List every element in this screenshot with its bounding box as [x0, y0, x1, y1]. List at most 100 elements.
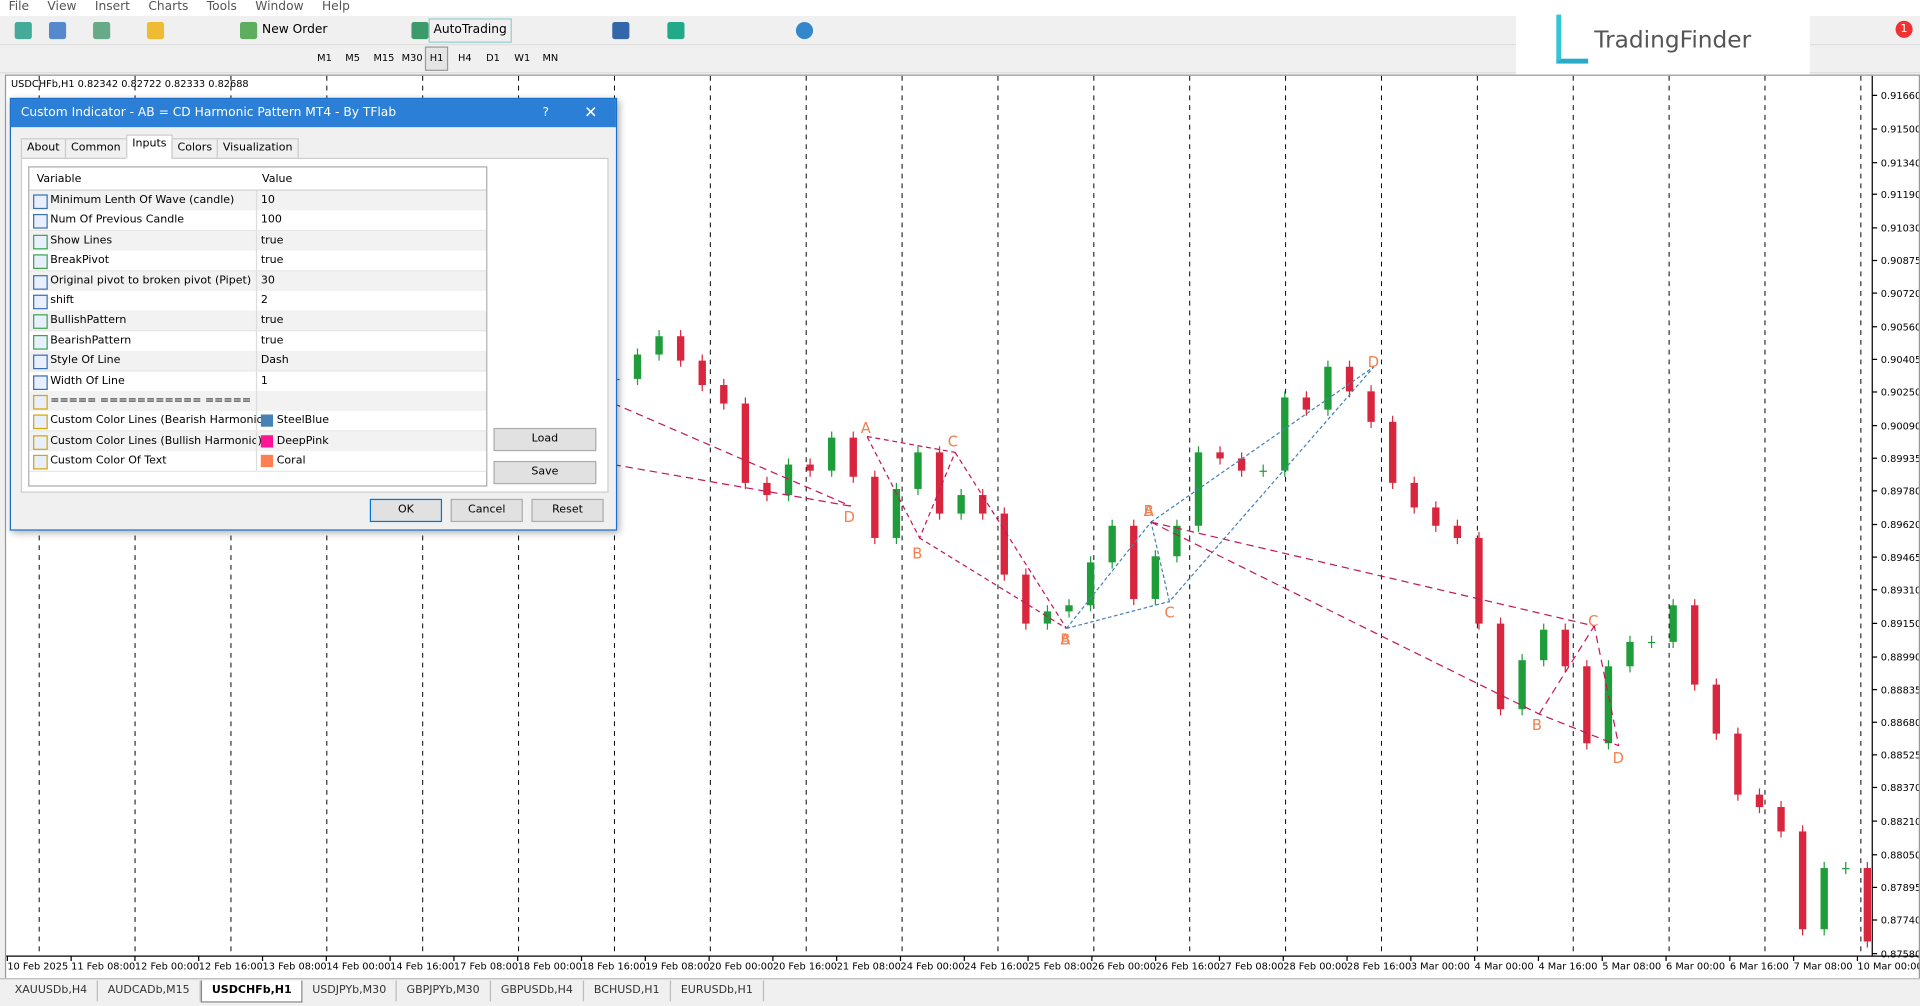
variable-name: BearishPattern: [50, 334, 132, 347]
toolbar-icon[interactable]: [667, 22, 685, 40]
input-row[interactable]: Width Of Line 1: [29, 371, 487, 392]
timeframe-button[interactable]: H4: [457, 52, 472, 64]
variable-name: BullishPattern: [50, 314, 127, 327]
timeframe-button[interactable]: H1: [424, 46, 449, 71]
dialog-title-bar: Custom Indicator - AB = CD Harmonic Patt…: [11, 99, 616, 128]
toolbar-icon[interactable]: [48, 22, 67, 40]
toolbar-icon[interactable]: [795, 22, 814, 40]
input-row[interactable]: BearishPattern true: [29, 331, 487, 352]
load-button[interactable]: Load: [493, 427, 597, 452]
candle-body: [1561, 629, 1569, 667]
time-label: 21 Feb 08:00: [837, 962, 901, 973]
timeframe-button[interactable]: M1: [317, 52, 332, 64]
menu-item[interactable]: Help: [321, 0, 350, 14]
variable-value: true: [260, 254, 284, 267]
symbol-tab[interactable]: BCHUSD,H1: [584, 980, 671, 1002]
input-row[interactable]: Show Lines true: [29, 230, 487, 252]
timeframe-button[interactable]: M30: [401, 52, 423, 64]
variable-value: true: [260, 314, 284, 327]
color-swatch: [260, 455, 274, 468]
variable-value: true: [260, 234, 284, 247]
input-row[interactable]: shift 2: [29, 290, 487, 312]
input-row[interactable]: ===== =========== =====: [29, 391, 487, 413]
variable-name: Num Of Previous Candle: [50, 214, 185, 227]
candle-body: [1388, 421, 1397, 483]
toolbar-icon[interactable]: [612, 22, 630, 40]
dialog-tab[interactable]: About: [20, 138, 66, 159]
timeframe-button[interactable]: M15: [373, 52, 395, 64]
symbol-tab[interactable]: USDCHFb,H1: [200, 980, 303, 1003]
menu-item[interactable]: Tools: [206, 0, 237, 14]
new-order-button[interactable]: New Order: [262, 23, 328, 37]
dialog-tab[interactable]: Visualization: [216, 138, 299, 159]
candle-body: [849, 437, 857, 477]
toolbar-icon[interactable]: [14, 22, 32, 40]
toolbar-icon[interactable]: [146, 22, 165, 40]
cancel-button[interactable]: Cancel: [450, 498, 523, 523]
timeframe-button[interactable]: W1: [514, 52, 531, 64]
input-row[interactable]: Num Of Previous Candle 100: [29, 210, 487, 232]
symbol-tab[interactable]: GBPJPYb,M30: [397, 980, 491, 1002]
candle-body: [1281, 397, 1289, 471]
pattern-label: D: [1613, 750, 1624, 767]
dialog-tab[interactable]: Colors: [171, 138, 219, 159]
input-row[interactable]: BreakPivot true: [29, 250, 487, 272]
symbol-tab[interactable]: AUDCADb,M15: [98, 980, 201, 1002]
input-row[interactable]: BullishPattern true: [29, 311, 487, 332]
timeframe-button[interactable]: D1: [486, 52, 500, 64]
type-icon: [33, 334, 48, 350]
close-button[interactable]: ✕: [584, 103, 598, 123]
candle-body: [1324, 366, 1332, 410]
watermark-text: TradingFinder: [1594, 26, 1752, 54]
type-icon: [33, 354, 48, 370]
input-row[interactable]: Minimum Lenth Of Wave (candle) 10: [29, 190, 487, 212]
chart-header: USDCHFb,H1 0.82342 0.82722 0.82333 0.826…: [11, 79, 249, 90]
column-header: Variable: [36, 173, 82, 186]
pattern-label: C: [1164, 604, 1174, 621]
type-icon: [33, 414, 48, 430]
save-button[interactable]: Save: [493, 460, 597, 485]
variable-name: shift: [50, 294, 75, 307]
reset-button[interactable]: Reset: [531, 498, 604, 523]
pattern-label: B: [912, 546, 922, 563]
symbol-tab[interactable]: GBPUSDb,H4: [491, 980, 584, 1002]
ok-button[interactable]: OK: [369, 498, 443, 523]
time-label: 25 Feb 08:00: [1028, 962, 1092, 973]
time-label: 10 Mar 00:00: [1857, 962, 1918, 973]
menu-bar: File View Insert Charts Tools Window Help: [0, 0, 1920, 16]
help-button[interactable]: ?: [542, 106, 549, 120]
price-label: 0.88050: [1881, 850, 1919, 861]
input-row[interactable]: Custom Color Lines (Bearish Harmonic) Ste…: [29, 411, 487, 433]
menu-item[interactable]: Window: [255, 0, 304, 14]
input-row[interactable]: Style Of Line Dash: [29, 351, 487, 372]
input-row[interactable]: Custom Color Of Text Coral: [29, 451, 487, 473]
time-label: 4 Mar 00:00: [1475, 962, 1534, 973]
input-row[interactable]: Custom Color Lines (Bullish Harmonic) Dee…: [29, 431, 487, 453]
menu-item[interactable]: Charts: [148, 0, 189, 14]
timeframe-button[interactable]: M5: [345, 52, 361, 64]
symbol-tab[interactable]: XAUUSDb,H4: [5, 980, 99, 1002]
toolbar-icon[interactable]: [93, 22, 111, 40]
price-label: 0.91030: [1881, 224, 1919, 235]
price-label: 0.87740: [1881, 916, 1919, 927]
cell-divider: [255, 351, 258, 371]
dialog-tab[interactable]: Inputs: [126, 134, 173, 159]
price-label: 0.91500: [1881, 125, 1919, 136]
new-order-icon: [240, 22, 258, 40]
menu-item[interactable]: View: [47, 0, 77, 14]
notification-badge[interactable]: 1: [1895, 20, 1913, 38]
candle-body: [1259, 470, 1267, 472]
dialog-tab[interactable]: Common: [64, 138, 127, 159]
menu-item[interactable]: File: [8, 0, 30, 14]
menu-item[interactable]: Insert: [94, 0, 130, 14]
inputs-table: Variable Value Minimum Lenth Of Wave (ca…: [28, 166, 488, 487]
variable-value: DeepPink: [276, 435, 329, 448]
symbol-tab[interactable]: USDJPYb,M30: [302, 980, 398, 1002]
input-row[interactable]: Original pivot to broken pivot (Pipet) 30: [29, 270, 487, 292]
symbol-tab[interactable]: EURUSDb,H1: [671, 980, 764, 1002]
timeframe-button[interactable]: MN: [542, 52, 559, 64]
candle-body: [1518, 660, 1526, 710]
price-label: 0.88835: [1881, 685, 1919, 696]
auto-trading-button[interactable]: AutoTrading: [428, 18, 512, 43]
